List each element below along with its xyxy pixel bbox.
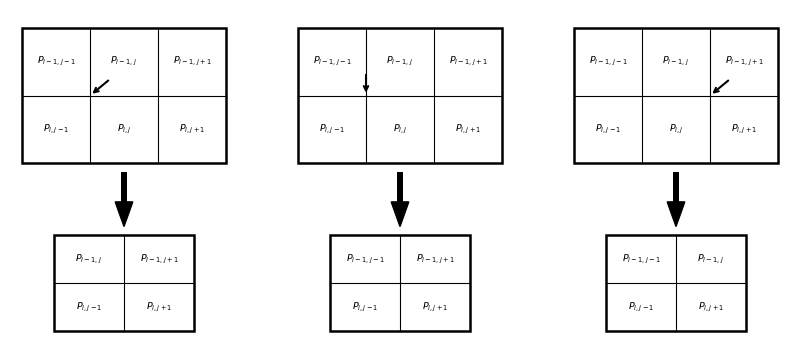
Text: $P_{i-1,j+1}$: $P_{i-1,j+1}$ <box>139 253 178 266</box>
Text: $P_{i-1,j-1}$: $P_{i-1,j-1}$ <box>37 55 75 69</box>
Text: $P_{i-1,j}$: $P_{i-1,j}$ <box>698 253 725 266</box>
Text: $P_{i,j-1}$: $P_{i,j-1}$ <box>594 122 622 136</box>
Bar <box>606 235 746 331</box>
Text: $P_{i-1,j+1}$: $P_{i-1,j+1}$ <box>725 55 763 69</box>
Text: $P_{i,j}$: $P_{i,j}$ <box>669 122 683 136</box>
Text: $P_{i,j+1}$: $P_{i,j+1}$ <box>698 301 724 314</box>
Text: $P_{i,j+1}$: $P_{i,j+1}$ <box>146 301 172 314</box>
Bar <box>330 235 470 331</box>
Text: $P_{i-1,j+1}$: $P_{i-1,j+1}$ <box>173 55 211 69</box>
Text: $P_{i,j-1}$: $P_{i,j-1}$ <box>42 122 70 136</box>
Text: $P_{i-1,j-1}$: $P_{i-1,j-1}$ <box>589 55 627 69</box>
Bar <box>673 172 679 202</box>
Bar <box>121 172 127 202</box>
Bar <box>54 235 194 331</box>
Polygon shape <box>667 202 685 227</box>
Bar <box>22 28 226 163</box>
Polygon shape <box>115 202 133 227</box>
Text: $P_{i,j-1}$: $P_{i,j-1}$ <box>76 301 102 314</box>
Text: $P_{i,j+1}$: $P_{i,j+1}$ <box>454 122 482 136</box>
Text: $P_{i-1,j-1}$: $P_{i-1,j-1}$ <box>622 253 661 266</box>
Text: $P_{i-1,j}$: $P_{i-1,j}$ <box>662 55 690 69</box>
Text: $P_{i-1,j-1}$: $P_{i-1,j-1}$ <box>346 253 385 266</box>
Text: $P_{i-1,j}$: $P_{i-1,j}$ <box>110 55 138 69</box>
Bar <box>574 28 778 163</box>
Text: $P_{i,j+1}$: $P_{i,j+1}$ <box>422 301 448 314</box>
Text: $P_{i,j}$: $P_{i,j}$ <box>393 122 407 136</box>
Text: $P_{i-1,j-1}$: $P_{i-1,j-1}$ <box>313 55 351 69</box>
Text: $P_{i,j+1}$: $P_{i,j+1}$ <box>730 122 758 136</box>
Text: $P_{i-1,j}$: $P_{i-1,j}$ <box>386 55 414 69</box>
Text: $P_{i,j+1}$: $P_{i,j+1}$ <box>178 122 206 136</box>
Text: $P_{i-1,j+1}$: $P_{i-1,j+1}$ <box>449 55 487 69</box>
Polygon shape <box>391 202 409 227</box>
Bar <box>397 172 403 202</box>
Bar <box>298 28 502 163</box>
Text: $P_{i-1,j}$: $P_{i-1,j}$ <box>75 253 102 266</box>
Text: $P_{i,j-1}$: $P_{i,j-1}$ <box>352 301 378 314</box>
Text: $P_{i,j-1}$: $P_{i,j-1}$ <box>318 122 346 136</box>
Text: $P_{i-1,j+1}$: $P_{i-1,j+1}$ <box>415 253 454 266</box>
Text: $P_{i,j-1}$: $P_{i,j-1}$ <box>628 301 654 314</box>
Text: $P_{i,j}$: $P_{i,j}$ <box>117 122 131 136</box>
